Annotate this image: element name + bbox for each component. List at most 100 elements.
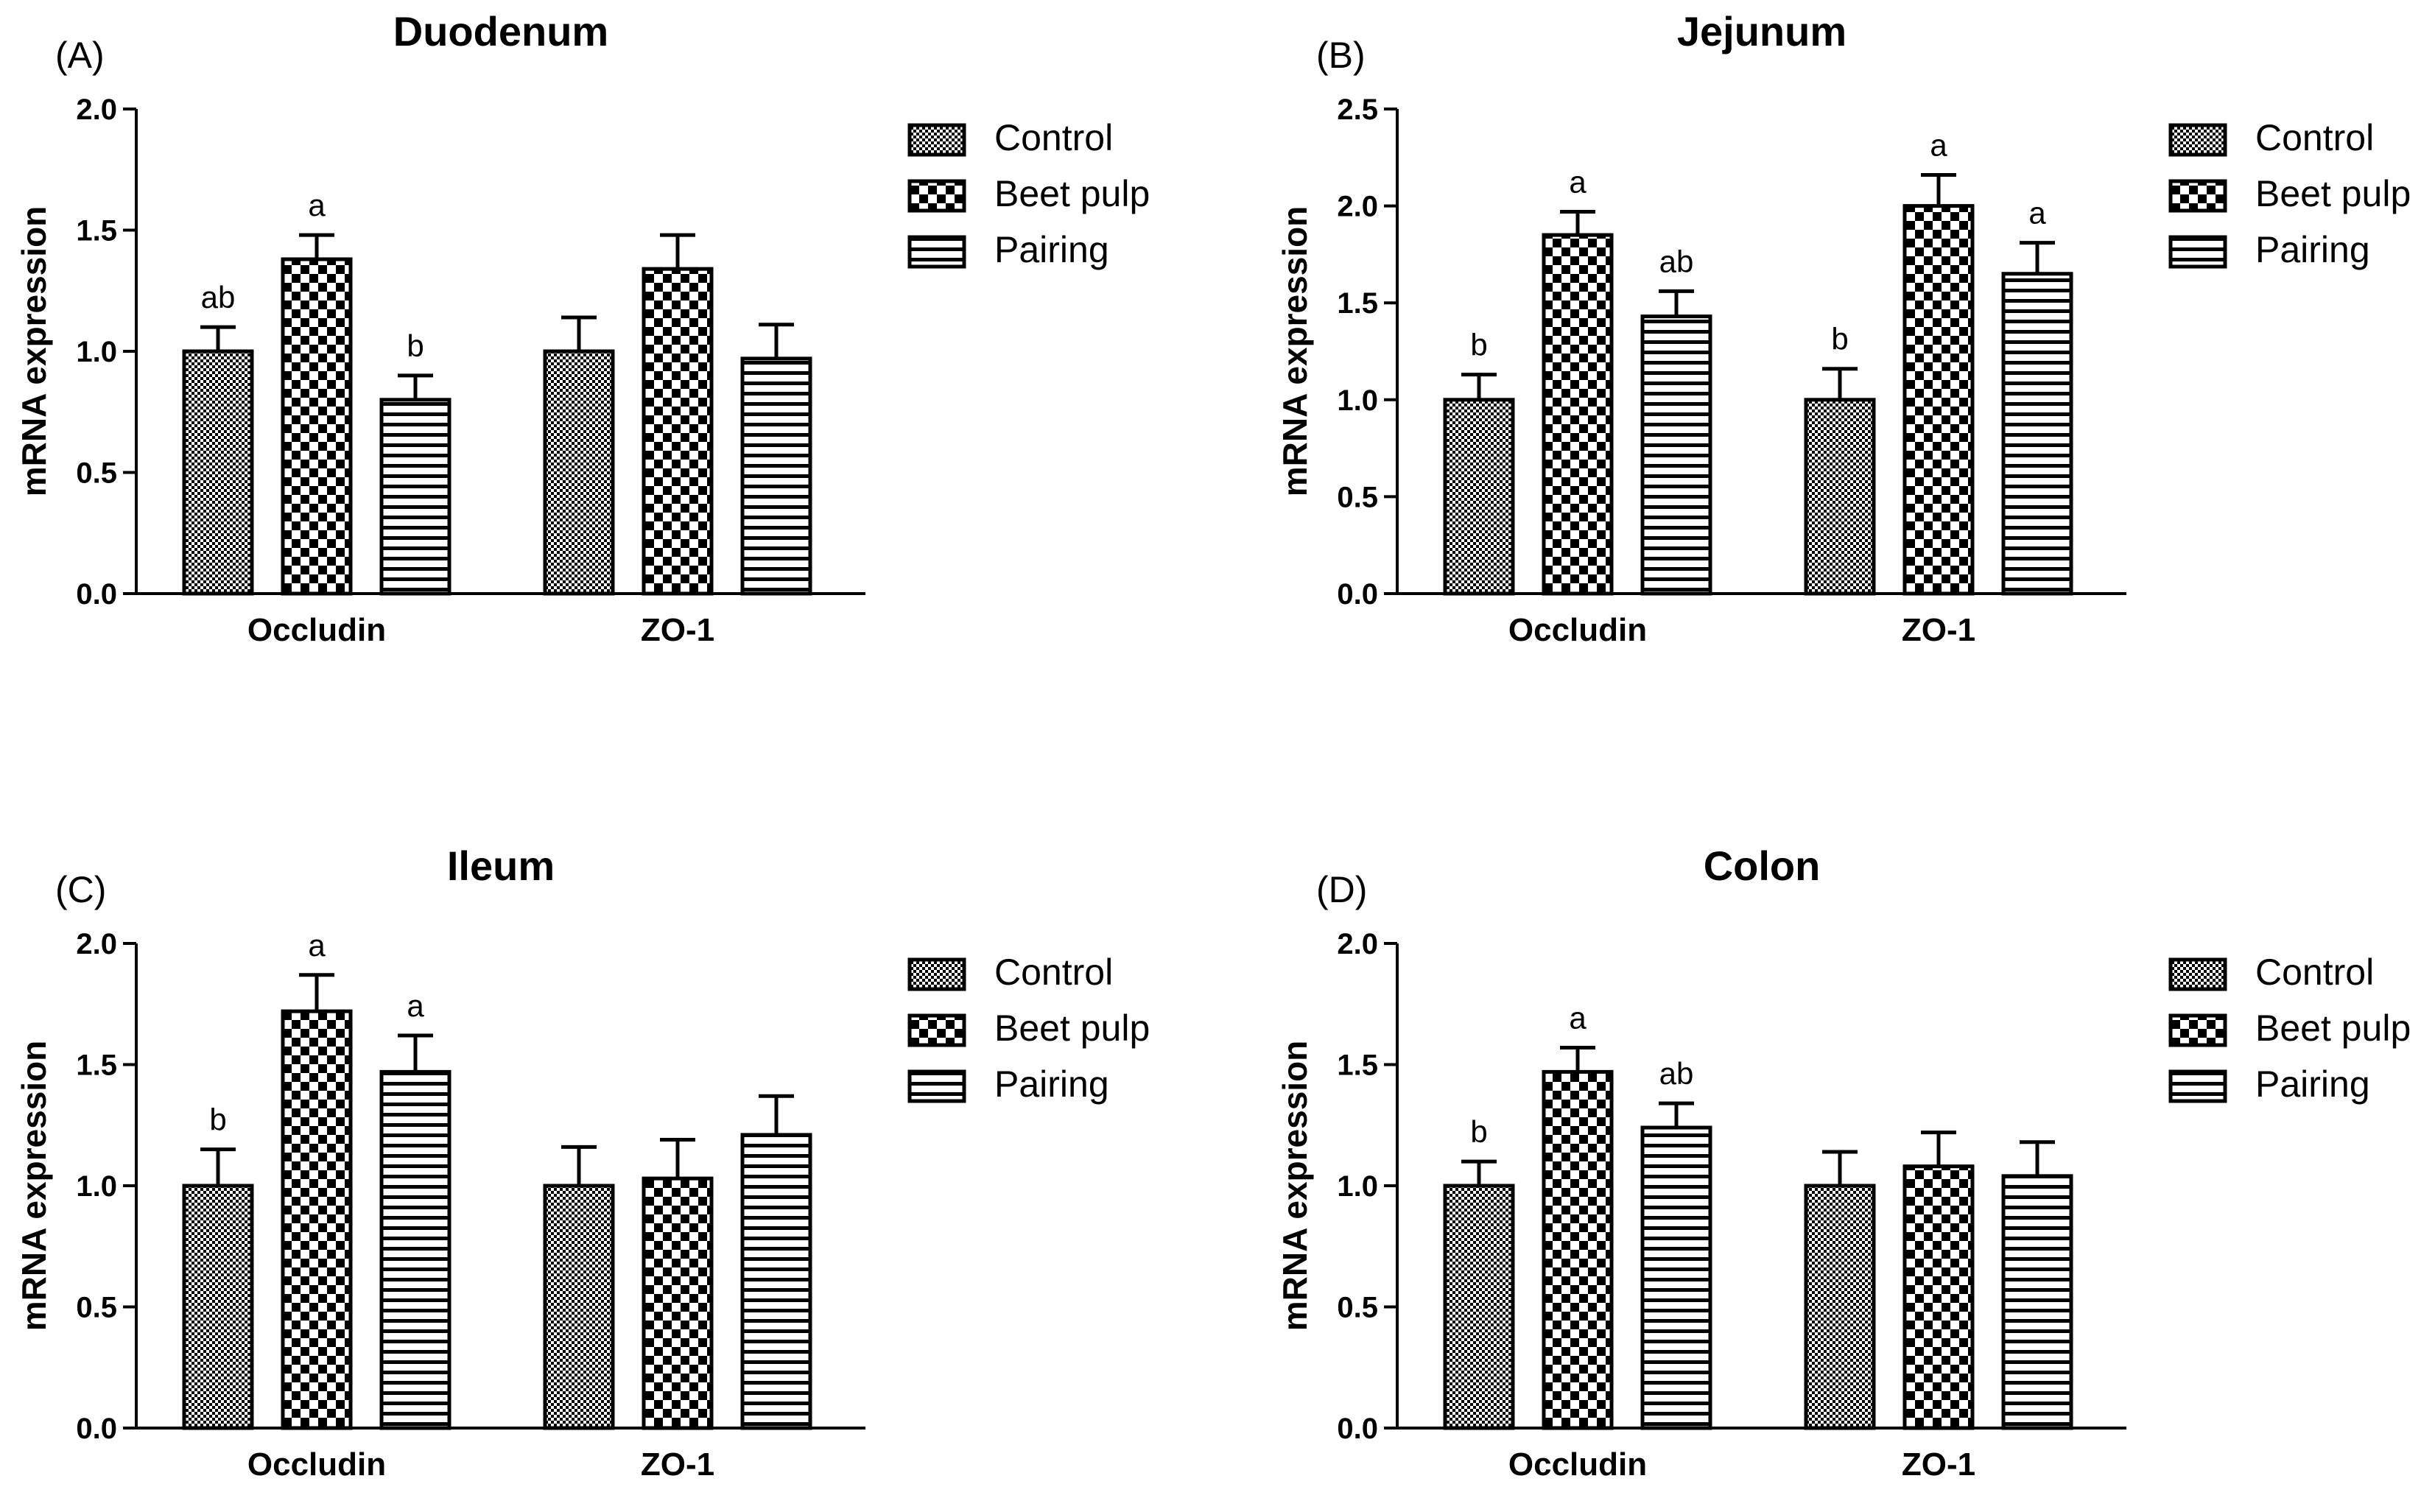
legend-label: Control: [2255, 117, 2374, 158]
legend-label: Beet pulp: [994, 1008, 1150, 1049]
significance-label: b: [407, 328, 424, 363]
x-tick-label: ZO-1: [1902, 1446, 1975, 1483]
legend-swatch: [2168, 123, 2227, 157]
bar-pairing: [1640, 1125, 1712, 1430]
y-tick-label: 1.0: [1337, 384, 1378, 417]
y-axis-label: mRNA expression: [15, 1041, 53, 1332]
bar-beet-pulp: [1542, 1069, 1614, 1430]
y-axis-label: mRNA expression: [1276, 1041, 1314, 1332]
panel-label: (B): [1316, 35, 1366, 76]
bar-control: [182, 349, 254, 596]
significance-label: b: [209, 1103, 226, 1137]
chart-title: Jejunum: [1677, 8, 1847, 54]
panel-label: (D): [1316, 869, 1367, 910]
legend-swatch: [907, 179, 966, 213]
legend-swatch: [907, 123, 966, 157]
x-tick-label: Occludin: [1508, 612, 1647, 648]
legend-swatch: [2168, 235, 2227, 269]
legend-label: Beet pulp: [994, 173, 1150, 214]
legend-swatch: [2168, 179, 2227, 213]
significance-label: a: [2028, 196, 2046, 231]
legend-label: Control: [994, 952, 1113, 993]
y-tick-label: 2.0: [1337, 191, 1378, 223]
chart-title: Duodenum: [393, 8, 608, 54]
legend: Control Beet pulp Pairing: [2168, 952, 2411, 1105]
panel-3: (D) Colon mRNA expression 0.0 0.5 1.0 1.5 2.0 b a…: [1276, 843, 2411, 1483]
bar-beet-pulp: [1902, 1164, 1975, 1430]
x-tick-label: ZO-1: [641, 1446, 714, 1483]
bar-beet-pulp: [642, 1176, 714, 1430]
y-axis-label: mRNA expression: [1276, 206, 1314, 497]
panel-0: (A) Duodenum mRNA expression 0.0 0.5 1.0 1.5 2.…: [15, 8, 1150, 648]
legend-swatch: [907, 957, 966, 991]
y-tick-label: 1.5: [76, 215, 117, 247]
legend-label: Beet pulp: [2255, 173, 2411, 214]
bar-control: [1443, 398, 1515, 596]
y-tick-label: 0.0: [1337, 578, 1378, 611]
significance-label: a: [1569, 164, 1587, 199]
legend-label: Pairing: [2255, 1063, 2370, 1105]
bar-pairing: [740, 1133, 812, 1430]
legend-label: Pairing: [2255, 229, 2370, 270]
x-tick-label: Occludin: [1508, 1446, 1647, 1483]
legend-label: Beet pulp: [2255, 1008, 2411, 1049]
bar-control: [1804, 398, 1876, 596]
bar-control: [1804, 1184, 1876, 1430]
bar-pairing: [2001, 1174, 2073, 1430]
y-tick-label: 2.5: [1337, 94, 1378, 126]
bar-pairing: [740, 356, 812, 596]
panel-1: (B) Jejunum mRNA expression 0.0 0.5 1.0 1.5 2.0…: [1276, 8, 2411, 648]
significance-label: ab: [1659, 244, 1694, 278]
bar-beet-pulp: [281, 257, 353, 596]
legend-swatch: [907, 1013, 966, 1047]
x-tick-label: Occludin: [247, 1446, 386, 1483]
panel-2: (C) Ileum mRNA expression 0.0 0.5 1.0 1.5 2.0 b a…: [15, 843, 1150, 1483]
y-tick-label: 2.0: [76, 928, 117, 960]
bar-pairing: [379, 398, 451, 596]
legend-label: Control: [2255, 952, 2374, 993]
y-tick-label: 0.5: [1337, 1292, 1378, 1324]
x-tick-label: ZO-1: [641, 612, 714, 648]
chart-title: Ileum: [447, 843, 555, 889]
bar-control: [182, 1184, 254, 1430]
y-tick-label: 0.5: [76, 457, 117, 490]
legend-swatch: [907, 1069, 966, 1103]
y-tick-label: 1.0: [1337, 1170, 1378, 1203]
bar-control: [1443, 1184, 1515, 1430]
x-tick-label: Occludin: [247, 612, 386, 648]
significance-label: b: [1470, 1114, 1487, 1149]
significance-label: b: [1470, 328, 1487, 362]
significance-label: a: [1930, 127, 1947, 162]
significance-label: a: [308, 188, 326, 222]
legend-swatch: [2168, 1013, 2227, 1047]
y-tick-label: 0.0: [1337, 1413, 1378, 1445]
y-tick-label: 1.5: [1337, 287, 1378, 320]
y-tick-label: 1.5: [1337, 1049, 1378, 1082]
bar-control: [543, 1184, 615, 1430]
x-tick-label: ZO-1: [1902, 612, 1975, 648]
bar-beet-pulp: [642, 267, 714, 596]
panel-label: (A): [55, 35, 105, 76]
y-tick-label: 2.0: [1337, 928, 1378, 960]
significance-label: a: [308, 928, 326, 963]
legend-label: Control: [994, 117, 1113, 158]
chart-title: Colon: [1704, 843, 1821, 889]
legend-swatch: [907, 235, 966, 269]
bar-beet-pulp: [1542, 233, 1614, 596]
legend: Control Beet pulp Pairing: [2168, 117, 2411, 270]
significance-label: ab: [1659, 1056, 1694, 1091]
bar-pairing: [379, 1069, 451, 1430]
legend-label: Pairing: [994, 1063, 1109, 1105]
bar-beet-pulp: [1902, 204, 1975, 596]
bar-pairing: [1640, 314, 1712, 596]
bar-beet-pulp: [281, 1009, 353, 1430]
y-tick-label: 1.5: [76, 1049, 117, 1082]
legend: Control Beet pulp Pairing: [907, 117, 1150, 270]
y-tick-label: 1.0: [76, 1170, 117, 1203]
bar-pairing: [2001, 272, 2073, 596]
significance-label: b: [1831, 322, 1848, 356]
legend-swatch: [2168, 957, 2227, 991]
significance-label: a: [407, 988, 424, 1023]
y-axis-label: mRNA expression: [15, 206, 53, 497]
